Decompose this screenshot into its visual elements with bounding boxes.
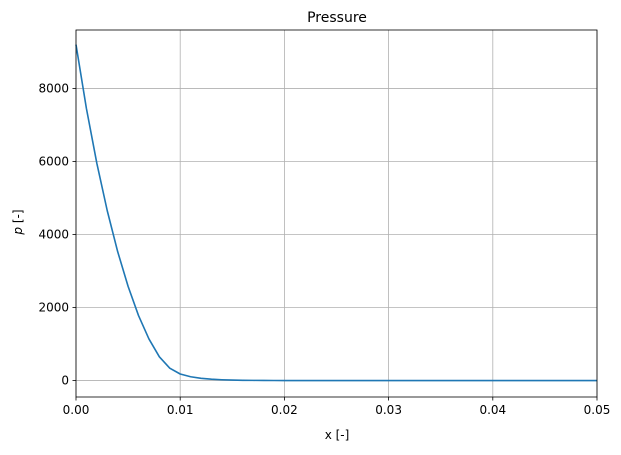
x-tick-label: 0.05: [584, 403, 611, 417]
y-tick-label: 0: [61, 374, 69, 388]
x-axis-label: x [-]: [325, 428, 350, 442]
y-tick-label: 4000: [38, 227, 69, 241]
plot-area-frame: [75, 29, 598, 398]
plot-frame: [75, 29, 598, 398]
x-tick-label: 0.01: [167, 403, 194, 417]
x-tick-label: 0.04: [479, 403, 506, 417]
y-axis-label-symbol: p: [11, 227, 25, 236]
y-axis-label-unit: [-]: [11, 209, 25, 223]
x-tick-label: 0.02: [271, 403, 298, 417]
y-tick-label: 6000: [38, 154, 69, 168]
y-tick-label: 8000: [38, 81, 69, 95]
grid-layer: [75, 30, 598, 397]
series-layer: [75, 44, 597, 382]
tick-layer: 0.00 0.01 0.02 0.03 0.04 0.05 0 2000 4000 6000 800…: [38, 81, 610, 417]
pressure-line: [75, 44, 597, 382]
x-tick-label: 0.00: [63, 403, 90, 417]
chart-title: Pressure: [307, 10, 367, 26]
y-axis-label: p [-]: [11, 209, 25, 235]
y-tick-label: 2000: [38, 301, 69, 315]
x-tick-label: 0.03: [375, 403, 402, 417]
